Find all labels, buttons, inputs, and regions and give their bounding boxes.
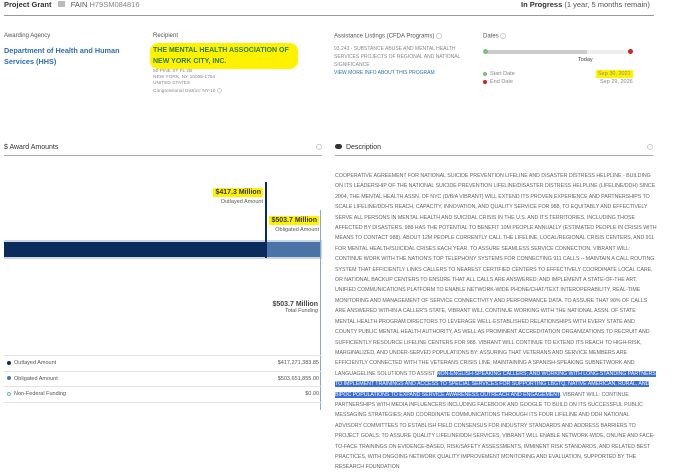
address-line1: 50 PINE ST FL 2B bbox=[153, 69, 193, 74]
cfda-more-info-link[interactable]: VIEW MORE INFO ABOUT THIS PROGRAM bbox=[334, 70, 435, 76]
outlayed-bar bbox=[4, 242, 267, 257]
info-icon[interactable] bbox=[647, 144, 653, 150]
obligated-line bbox=[320, 210, 321, 410]
outlayed-text: Outlayed Amount bbox=[220, 199, 263, 205]
award-header: Project Grant FAIN H79SM084816 In Progre… bbox=[4, 0, 654, 16]
row-label: Non-Federal Funding bbox=[14, 391, 66, 398]
date-progress-fill bbox=[485, 50, 587, 54]
row-label: Obligated Amount bbox=[14, 375, 58, 382]
outlayed-line bbox=[265, 182, 267, 258]
row-value: $503,651,855.00 bbox=[188, 370, 322, 387]
start-date: Sep 30, 2021 bbox=[596, 70, 633, 78]
status: In Progress (1 year, 5 months remain) bbox=[521, 0, 650, 9]
info-icon[interactable] bbox=[436, 33, 443, 39]
today-label: Today bbox=[578, 57, 593, 63]
address-line2: NEW YORK, NY 10005-1754 bbox=[153, 75, 216, 80]
total-value: $503.7 Million bbox=[272, 301, 318, 308]
obligated-text: Obligated Amount bbox=[275, 227, 319, 233]
end-marker bbox=[628, 49, 633, 54]
outlayed-dot bbox=[7, 360, 11, 365]
obligated-label: $503.7 Million Obligated Amount bbox=[258, 209, 319, 233]
address-country: UNITED STATES bbox=[153, 81, 191, 86]
total-text: Total Funding bbox=[284, 308, 318, 314]
agency-link[interactable]: Department of Health and Human Services … bbox=[4, 46, 120, 66]
date-values: Sep 30, 2021 Sep 29, 2026 bbox=[596, 70, 633, 86]
end-date: Sep 29, 2026 bbox=[600, 79, 633, 85]
row-value: $417,271,383.85 bbox=[188, 355, 322, 372]
end-date-label: End Date bbox=[490, 79, 513, 85]
description-title: Description bbox=[346, 144, 382, 151]
recipient-address: 50 PINE ST FL 2B NEW YORK, NY 10005-1754… bbox=[153, 69, 222, 95]
row-label: Outlayed Amount bbox=[14, 360, 57, 367]
congressional-district: Congressional District: NY-10 bbox=[153, 88, 216, 94]
end-dot bbox=[483, 79, 487, 84]
table-row: Obligated Amount $503,651,855.00 bbox=[4, 370, 322, 387]
outlayed-value: $417.3 Million bbox=[213, 188, 263, 197]
row-value: $0.00 bbox=[188, 386, 322, 403]
info-icon[interactable] bbox=[500, 33, 507, 39]
fain-value: H79SM084816 bbox=[89, 0, 140, 9]
info-icon[interactable] bbox=[316, 144, 322, 150]
comment-icon bbox=[335, 144, 342, 149]
start-marker bbox=[483, 49, 488, 54]
award-amounts-header: $ Award Amounts bbox=[4, 144, 322, 156]
recipient-name[interactable]: THE MENTAL HEALTH ASSOCIATION OF NEW YOR… bbox=[150, 43, 298, 69]
start-date-label: Start Date bbox=[490, 71, 515, 77]
description-part: . VIBRANT WILL: CONTINUE PARTNERSHIPS WI… bbox=[335, 391, 655, 471]
award-amounts-title: $ Award Amounts bbox=[4, 144, 59, 151]
total-label: $503.7 Million Total Funding bbox=[250, 301, 318, 314]
description-header: Description bbox=[335, 144, 653, 156]
dates-label-text: Dates bbox=[483, 33, 499, 40]
date-legend: Start Date End Date bbox=[483, 70, 515, 86]
table-row: Non-Federal Funding $0.00 bbox=[4, 386, 322, 403]
info-icon[interactable] bbox=[216, 88, 222, 93]
cfda-program: 93.243 - SUBSTANCE ABUSE AND MENTAL HEAL… bbox=[334, 46, 461, 68]
fain-label: FAIN bbox=[70, 0, 88, 9]
obligated-dot bbox=[7, 376, 11, 381]
table-row: Outlayed Amount $417,271,383.85 bbox=[4, 355, 322, 372]
description-text: COOPERATIVE AGREEMENT FOR NATIONAL SUICI… bbox=[335, 171, 657, 473]
cfda-label-text: Assistance Listings (CFDA Programs) bbox=[334, 33, 435, 40]
status-label: In Progress bbox=[521, 0, 563, 9]
description-part: COOPERATIVE AGREEMENT FOR NATIONAL SUICI… bbox=[335, 173, 657, 377]
nonfederal-dot bbox=[7, 391, 11, 396]
date-progress-bar bbox=[485, 50, 630, 54]
obligated-value: $503.7 Million bbox=[269, 216, 319, 225]
status-detail: (1 year, 5 months remain) bbox=[564, 0, 650, 9]
start-dot bbox=[483, 71, 487, 76]
agency-label: Awarding Agency bbox=[4, 33, 51, 39]
cfda-label: Assistance Listings (CFDA Programs) bbox=[334, 33, 443, 40]
recipient-label: Recipient bbox=[153, 33, 179, 39]
award-table: Outlayed Amount $417,271,383.85 Obligated… bbox=[4, 355, 322, 403]
document-icon bbox=[57, 1, 65, 7]
outlayed-label: $417.3 Million Outlayed Amount bbox=[205, 181, 263, 205]
award-type: Project Grant bbox=[4, 0, 52, 9]
dates-label: Dates bbox=[483, 33, 507, 40]
